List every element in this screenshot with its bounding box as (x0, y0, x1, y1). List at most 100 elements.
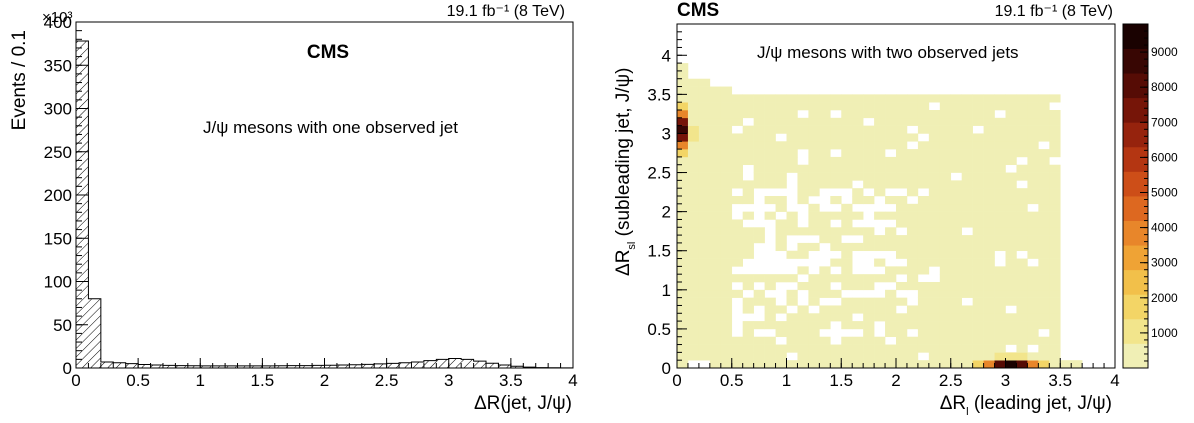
heatmap-cell (852, 227, 863, 235)
heatmap-cell (732, 259, 743, 267)
heatmap-cell (677, 79, 688, 87)
heatmap-cell (885, 102, 896, 110)
heatmap-cell (885, 212, 896, 220)
heatmap-cell (1006, 360, 1017, 368)
heatmap-cell (929, 329, 940, 337)
heatmap-cell (677, 251, 688, 259)
heatmap-cell (995, 321, 1006, 329)
histogram-bin (138, 365, 150, 368)
heatmap-cell (962, 204, 973, 212)
heatmap-cell (852, 337, 863, 345)
heatmap-cell (951, 251, 962, 259)
heatmap-cell (984, 219, 995, 227)
heatmap-cell (907, 337, 918, 345)
heatmap-cell (699, 126, 710, 134)
heatmap-cell (896, 149, 907, 157)
heatmap-cell (951, 149, 962, 157)
heatmap-cell (677, 345, 688, 353)
heatmap-cell (797, 313, 808, 321)
heatmap-cell (918, 313, 929, 321)
heatmap-cell (995, 157, 1006, 165)
heatmap-cell (973, 165, 984, 173)
heatmap-cell (1016, 126, 1027, 134)
heatmap-cell (896, 282, 907, 290)
heatmap-cell (973, 94, 984, 102)
heatmap-cell (940, 173, 951, 181)
heatmap-cell (677, 212, 688, 220)
heatmap-cell (1027, 157, 1038, 165)
heatmap-cell (907, 219, 918, 227)
heatmap-cell (907, 243, 918, 251)
heatmap-cell (841, 345, 852, 353)
heatmap-cell (874, 337, 885, 345)
heatmap-cell (918, 251, 929, 259)
heatmap-cell (962, 235, 973, 243)
heatmap-cell (896, 118, 907, 126)
heatmap-cell (830, 243, 841, 251)
heatmap-cell (776, 360, 787, 368)
heatmap-cell (754, 337, 765, 345)
heatmap-cell (896, 110, 907, 118)
heatmap-cell (874, 188, 885, 196)
heatmap-cell (808, 110, 819, 118)
heatmap-cell (841, 266, 852, 274)
heatmap-cell (852, 298, 863, 306)
heatmap-cell (940, 329, 951, 337)
heatmap-cell (1049, 212, 1060, 220)
heatmap-cell (808, 298, 819, 306)
heatmap-cell (940, 180, 951, 188)
heatmap-cell (918, 290, 929, 298)
heatmap-cell (699, 188, 710, 196)
heatmap-cell (721, 227, 732, 235)
heatmap-cell (1049, 227, 1060, 235)
heatmap-cell (765, 321, 776, 329)
heatmap-cell (1016, 305, 1027, 313)
heatmap-cell (995, 266, 1006, 274)
colorbar-tick-label: 1000 (1151, 326, 1178, 340)
heatmap-cell (973, 345, 984, 353)
heatmap-cell (1006, 266, 1017, 274)
heatmap-cell (841, 141, 852, 149)
heatmap-cell (710, 227, 721, 235)
heatmap-cell (1016, 212, 1027, 220)
heatmap-cell (721, 290, 732, 298)
heatmap-cell (918, 204, 929, 212)
heatmap-cell (732, 290, 743, 298)
heatmap-cell (830, 94, 841, 102)
heatmap-cell (896, 298, 907, 306)
heatmap-cell (1006, 173, 1017, 181)
heatmap-cell (732, 345, 743, 353)
heatmap-cell (721, 165, 732, 173)
heatmap-cell (962, 141, 973, 149)
heatmap-cell (797, 102, 808, 110)
heatmap-cell (743, 110, 754, 118)
heatmap-cell (699, 227, 710, 235)
heatmap-cell (787, 290, 798, 298)
heatmap-cell (863, 274, 874, 282)
heatmap-cell (841, 352, 852, 360)
heatmap-cell (852, 243, 863, 251)
heatmap-cell (808, 274, 819, 282)
heatmap-cell (765, 141, 776, 149)
heatmap-cell (918, 173, 929, 181)
heatmap-cell (962, 196, 973, 204)
heatmap-cell (973, 212, 984, 220)
heatmap-cell (907, 102, 918, 110)
heatmap-cell (688, 274, 699, 282)
heatmap-cell (940, 274, 951, 282)
heatmap-cell (710, 251, 721, 259)
heatmap-cell (1006, 274, 1017, 282)
heatmap-cell (874, 173, 885, 181)
heatmap-cell (1038, 102, 1049, 110)
heatmap-cell (699, 345, 710, 353)
heatmap-cell (688, 235, 699, 243)
heatmap-cell (951, 290, 962, 298)
heatmap-cell (1006, 235, 1017, 243)
heatmap-cell (1049, 313, 1060, 321)
heatmap-cell (852, 345, 863, 353)
heatmap-cell (1027, 290, 1038, 298)
heatmap-cell (1049, 345, 1060, 353)
heatmap-cell (885, 196, 896, 204)
heatmap-cell (721, 282, 732, 290)
heatmap-cell (841, 157, 852, 165)
